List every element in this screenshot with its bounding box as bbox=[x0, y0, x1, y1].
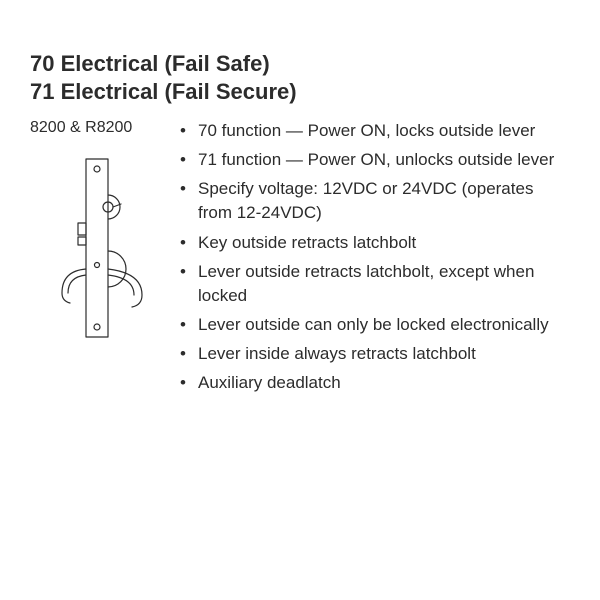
list-item: Lever outside can only be locked electro… bbox=[180, 313, 570, 337]
right-column: 70 function — Power ON, locks outside le… bbox=[180, 119, 570, 400]
title-line-2: 71 Electrical (Fail Secure) bbox=[30, 78, 570, 106]
list-item: Key outside retracts latchbolt bbox=[180, 231, 570, 255]
title-line-1: 70 Electrical (Fail Safe) bbox=[30, 50, 570, 78]
spec-list: 70 function — Power ON, locks outside le… bbox=[180, 119, 570, 395]
model-subtitle: 8200 & R8200 bbox=[30, 119, 132, 137]
list-item: Specify voltage: 12VDC or 24VDC (operate… bbox=[180, 177, 570, 225]
list-item: 71 function — Power ON, unlocks outside … bbox=[180, 148, 570, 172]
list-item: 70 function — Power ON, locks outside le… bbox=[180, 119, 570, 143]
content-columns: 8200 & R8200 bbox=[30, 119, 570, 400]
mortise-lock-icon bbox=[56, 155, 146, 355]
lock-diagram bbox=[56, 155, 146, 360]
list-item: Auxiliary deadlatch bbox=[180, 371, 570, 395]
list-item: Lever outside retracts latchbolt, except… bbox=[180, 260, 570, 308]
page-title: 70 Electrical (Fail Safe) 71 Electrical … bbox=[30, 50, 570, 105]
left-column: 8200 & R8200 bbox=[30, 119, 180, 360]
list-item: Lever inside always retracts latchbolt bbox=[180, 342, 570, 366]
